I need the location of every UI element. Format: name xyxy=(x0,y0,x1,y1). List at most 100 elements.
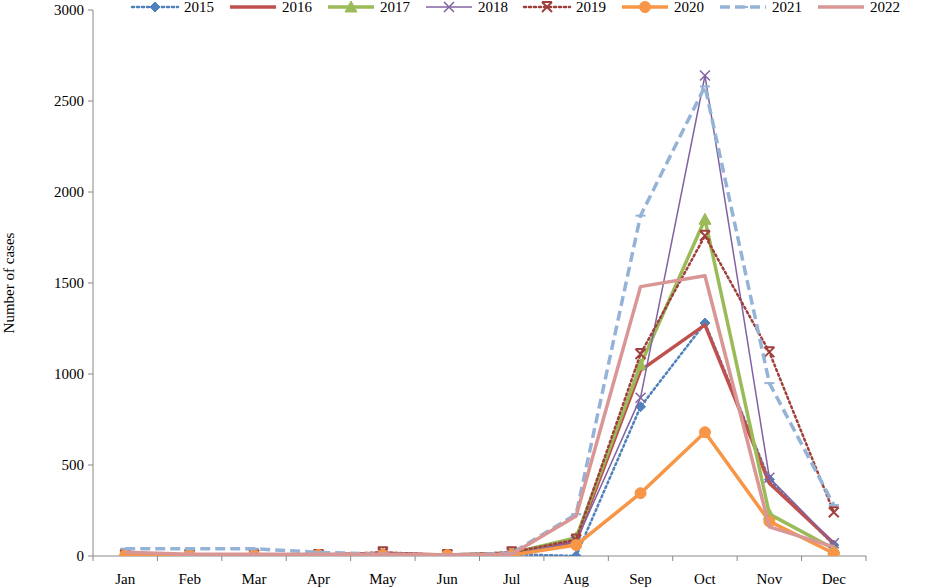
legend-marker xyxy=(444,2,454,12)
x-tick xyxy=(737,556,738,561)
x-tick-label: Nov xyxy=(756,571,782,587)
x-tick xyxy=(93,556,94,561)
series-marker xyxy=(700,71,710,81)
x-tick xyxy=(157,556,158,561)
y-tick-label: 2500 xyxy=(54,93,84,109)
legend-label: 2020 xyxy=(674,0,704,15)
x-tick-label: Dec xyxy=(822,571,846,587)
series-point xyxy=(447,555,448,556)
series-point xyxy=(769,483,770,484)
y-tick-label: 0 xyxy=(77,548,85,564)
y-tick-label: 1000 xyxy=(54,366,84,382)
legend-swatch xyxy=(818,5,864,9)
x-tick xyxy=(801,556,802,561)
series-line xyxy=(125,86,834,555)
series-point xyxy=(576,515,577,516)
x-tick xyxy=(543,556,544,561)
series-line xyxy=(125,219,834,555)
series-marker xyxy=(764,382,774,384)
legend-label: 2021 xyxy=(772,0,802,15)
x-tick xyxy=(221,556,222,561)
legend-label: 2016 xyxy=(282,0,313,15)
x-tick-label: Aug xyxy=(563,571,589,587)
x-tick xyxy=(415,556,416,561)
series-marker xyxy=(700,85,710,87)
x-tick xyxy=(672,556,673,561)
legend-marker xyxy=(150,2,160,12)
x-tick-label: Jan xyxy=(115,571,135,587)
y-tick-label: 1500 xyxy=(54,275,84,291)
series-point xyxy=(254,554,255,555)
series-line xyxy=(125,76,834,556)
x-tick-label: May xyxy=(369,571,397,587)
series-marker xyxy=(699,427,710,438)
y-tick-label: 3000 xyxy=(54,2,84,18)
legend-marker xyxy=(640,2,651,13)
x-tick xyxy=(608,556,609,561)
legend: 2015 2016 2017 2018 2019 2020 2021 2022 xyxy=(132,0,900,15)
series-point xyxy=(125,552,126,553)
chart-container: 0 500 1000 1500 2000 2500 3000 Jan Feb Mar Apr May J… xyxy=(0,0,939,588)
y-tick xyxy=(88,556,93,557)
legend-label: 2019 xyxy=(576,0,606,15)
series-point xyxy=(189,554,190,555)
legend-label: 2022 xyxy=(870,0,900,15)
series-marker xyxy=(636,393,646,403)
series-line xyxy=(125,276,834,555)
series-point xyxy=(704,324,705,325)
series-marker xyxy=(699,213,711,224)
x-tick-label: Apr xyxy=(307,571,330,587)
x-tick xyxy=(350,556,351,561)
y-tick xyxy=(88,192,93,193)
x-tick xyxy=(286,556,287,561)
series-marker xyxy=(571,551,581,556)
chart-svg: 0 500 1000 1500 2000 2500 3000 Jan Feb Mar Apr May J… xyxy=(0,0,939,588)
series-point xyxy=(318,554,319,555)
x-tick xyxy=(866,556,867,561)
y-tick xyxy=(88,374,93,375)
series-marker xyxy=(636,349,646,359)
series-marker xyxy=(120,548,130,550)
x-tick-label: Mar xyxy=(242,571,267,587)
series-marker xyxy=(700,231,710,241)
y-tick xyxy=(88,101,93,102)
series-line xyxy=(125,236,834,555)
legend-label: 2017 xyxy=(380,0,411,15)
x-tick-label: Sep xyxy=(629,571,652,587)
series-point xyxy=(382,554,383,555)
legend-label: 2015 xyxy=(184,0,214,15)
series-marker xyxy=(829,507,839,517)
y-tick-label: 500 xyxy=(62,457,85,473)
series-marker xyxy=(249,548,259,550)
series-marker xyxy=(636,215,646,217)
legend-marker xyxy=(738,6,748,8)
series-line xyxy=(125,432,834,555)
x-tick-label: Jun xyxy=(437,571,458,587)
y-tick xyxy=(88,465,93,466)
legend-label: 2018 xyxy=(478,0,508,15)
x-tick-label: Jul xyxy=(503,571,521,587)
y-tick xyxy=(88,283,93,284)
series-point xyxy=(511,554,512,555)
series-marker xyxy=(828,548,839,556)
y-tick-label: 2000 xyxy=(54,184,84,200)
plot-area xyxy=(119,71,840,556)
series-marker xyxy=(185,548,195,550)
legend-swatch xyxy=(230,5,276,9)
series-point xyxy=(704,275,705,276)
y-axis-label: Number of cases xyxy=(1,232,17,333)
legend-swatch xyxy=(720,5,766,9)
series-marker xyxy=(635,488,646,499)
series-marker xyxy=(764,473,774,483)
x-tick xyxy=(479,556,480,561)
series-point xyxy=(640,286,641,287)
legend-marker xyxy=(345,1,357,12)
x-tick-label: Feb xyxy=(178,571,201,587)
series-marker xyxy=(571,540,582,551)
x-tick-label: Oct xyxy=(694,571,716,587)
legend-marker xyxy=(542,2,552,12)
series-point xyxy=(769,526,770,527)
series-marker xyxy=(829,504,839,506)
y-tick xyxy=(88,10,93,11)
series-point xyxy=(833,546,834,547)
